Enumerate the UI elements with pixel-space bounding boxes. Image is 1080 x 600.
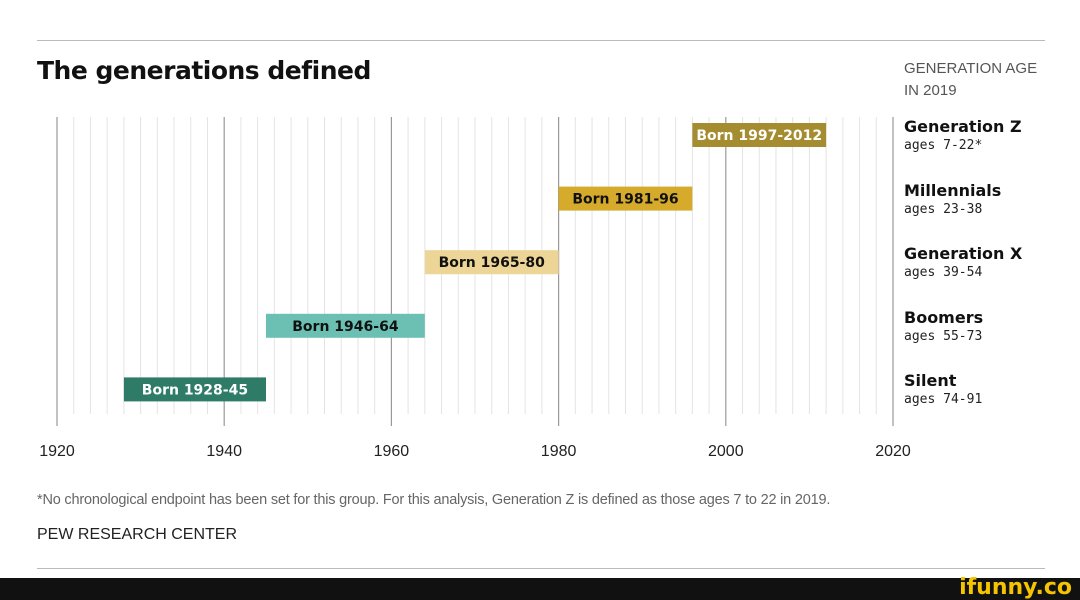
bar-silent — [123, 377, 266, 402]
x-tick-label: 1940 — [206, 443, 242, 460]
legend-generation-name: Boomers — [904, 307, 984, 327]
x-tick-label: 2000 — [708, 443, 744, 460]
source: PEW RESEARCH CENTER — [37, 526, 238, 543]
chart-title: The generations defined — [37, 56, 371, 85]
x-tick-label: 1960 — [374, 443, 410, 460]
bar-label: Born 1946-64 — [292, 319, 399, 335]
bar-generation-x — [424, 250, 559, 275]
bar-label: Born 1965-80 — [439, 255, 546, 271]
x-tick-label: 1920 — [39, 443, 75, 460]
legend-generation-name: Generation Z — [904, 117, 1022, 136]
age-header: GENERATION AGE IN 2019 — [904, 58, 1064, 102]
bottom-rule — [37, 568, 1045, 569]
legend-generation-name: Millennials — [904, 180, 1002, 200]
legend-generation-ages: ages 7-22* — [904, 138, 983, 153]
bar-label: Born 1928-45 — [142, 382, 248, 398]
x-tick-label: 2020 — [875, 443, 911, 460]
legend-generation-ages: ages 55-73 — [904, 328, 983, 344]
bar-generation-z — [692, 123, 827, 147]
legend-generation-ages: ages 74-91 — [904, 392, 983, 408]
legend-generation-ages: ages 39-54 — [904, 265, 983, 281]
age-header-line1: GENERATION AGE — [904, 60, 1038, 77]
legend-generation-ages: ages 23-38 — [904, 201, 983, 217]
footnote: *No chronological endpoint has been set … — [37, 492, 831, 508]
watermark-bar: ifunny.co — [0, 575, 1080, 600]
bar-label: Born 1997-2012 — [696, 128, 822, 144]
bar-millennials — [558, 186, 693, 211]
ifunny-logo: ifunny.co — [959, 575, 1072, 600]
legend-generation-name: Generation X — [904, 244, 1023, 264]
x-tick-label: 1980 — [541, 443, 577, 460]
top-rule — [37, 40, 1045, 41]
bar-boomers — [266, 313, 425, 338]
legend-generation-name: Silent — [904, 371, 957, 391]
age-header-line2: IN 2019 — [904, 82, 957, 99]
chart-plot: 1920 1940 1960 1980 2000 2020 Born 1997-2012 Bo… — [39, 117, 911, 460]
bar-label: Born 1981-96 — [572, 192, 678, 208]
